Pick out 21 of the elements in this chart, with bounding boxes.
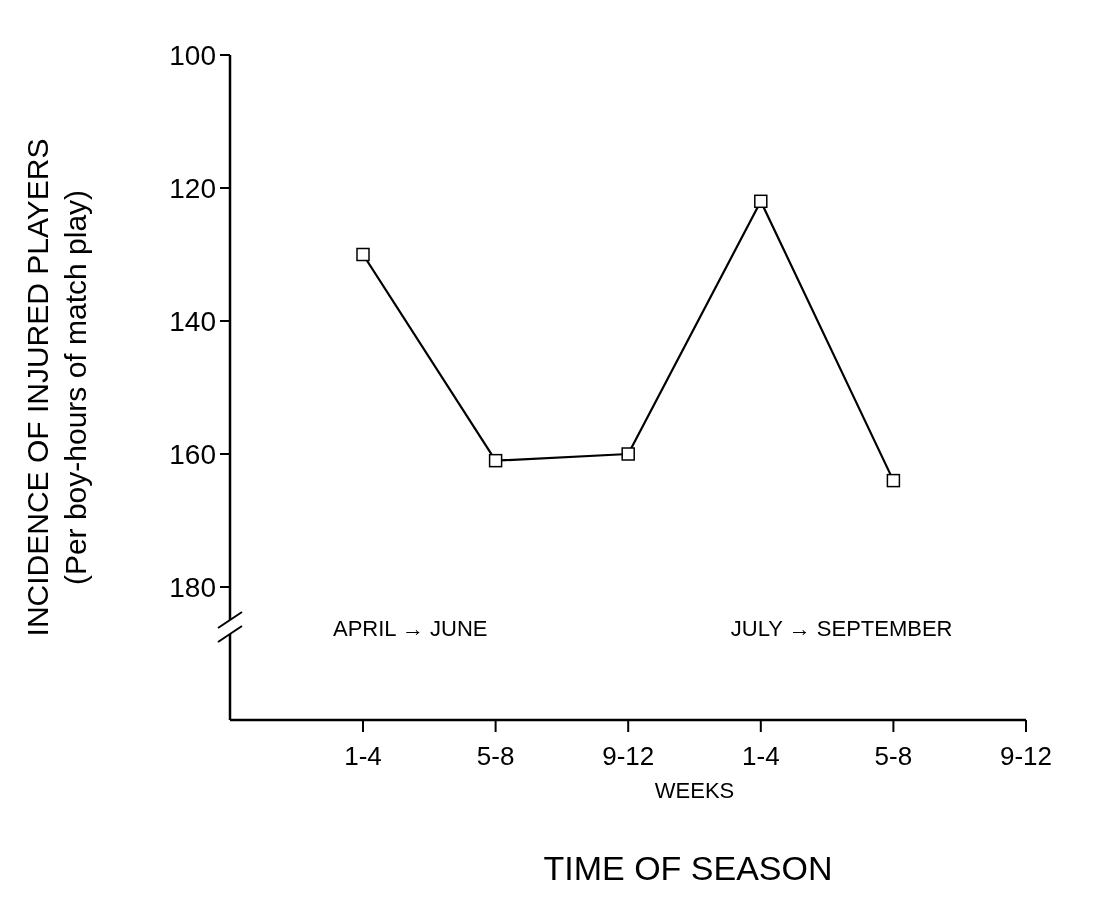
y-axis-title: INCIDENCE OF INJURED PLAYERS (Per boy-hours of match play) (21, 138, 92, 637)
point (356, 247, 370, 262)
x-tick-label: 1-4 (742, 741, 780, 771)
x-tick-label: 1-4 (344, 741, 382, 771)
y-tick-label: 180 (169, 571, 216, 603)
annotation: APRIL → JUNE (333, 615, 488, 641)
x-tick-label: 9-12 (602, 741, 655, 771)
y-tick-label: 120 (169, 172, 216, 204)
text: TIME OF SEASON (543, 848, 833, 887)
x-tick-label: 5-8 (476, 741, 515, 771)
point (886, 473, 901, 488)
x-tick-label: 5-8 (874, 741, 913, 771)
point (488, 453, 503, 468)
y-tick-label: 140 (169, 305, 216, 337)
y-tick-label: 100 (169, 39, 216, 71)
x-axis-title: WEEKS (654, 778, 735, 803)
x-tick-label: 9-12 (999, 741, 1053, 771)
y-tick-label: 160 (169, 438, 216, 470)
annotation: JULY → SEPTEMBER (730, 615, 953, 641)
point (621, 447, 635, 461)
point (754, 194, 768, 209)
